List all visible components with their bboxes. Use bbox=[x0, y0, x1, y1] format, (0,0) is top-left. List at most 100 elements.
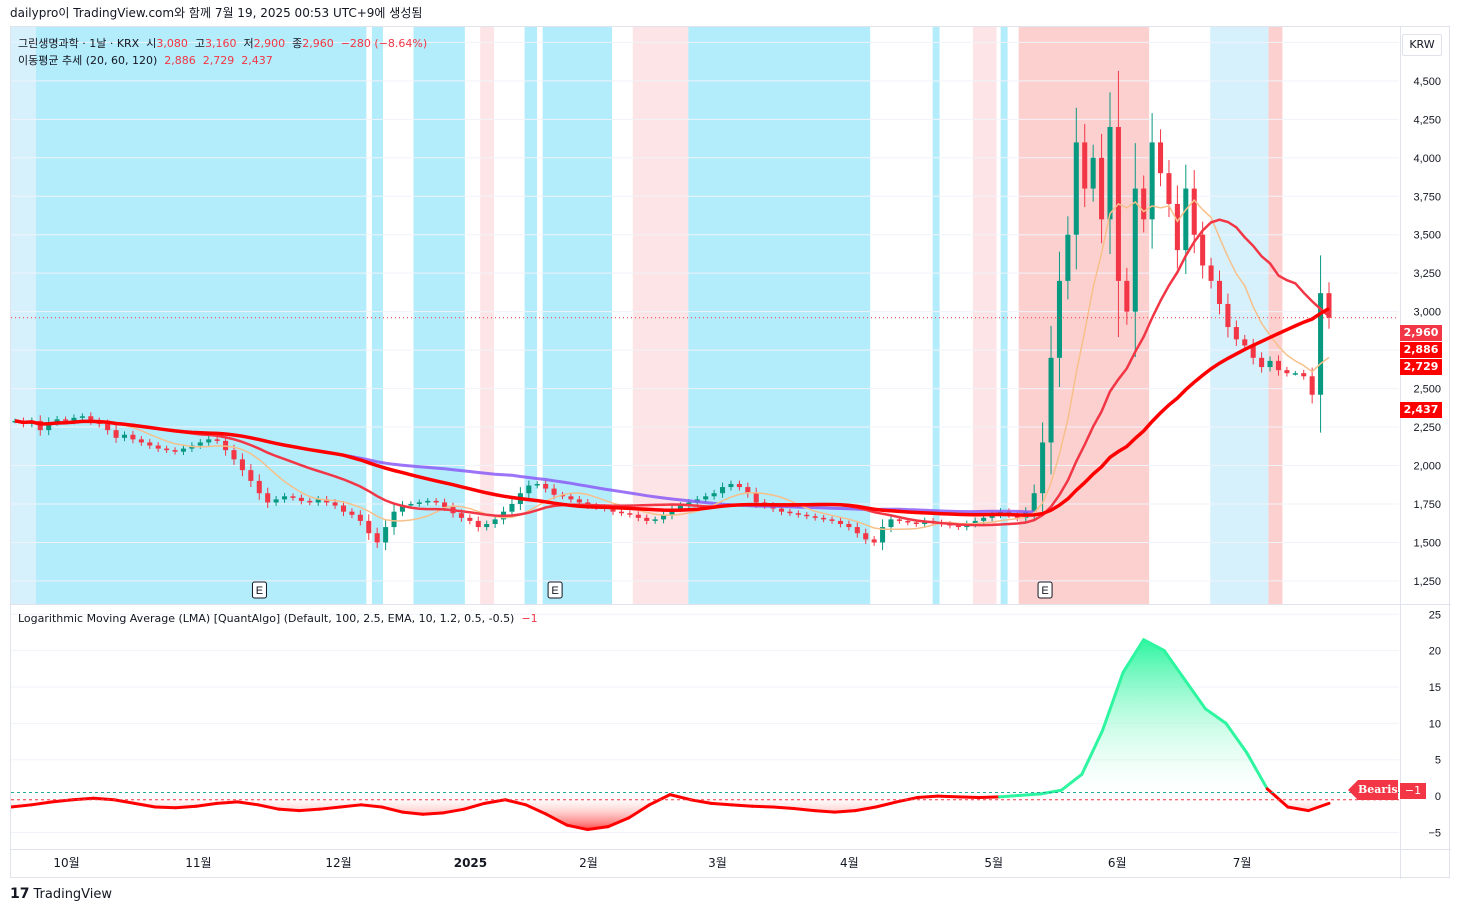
candle-body bbox=[1233, 327, 1239, 340]
candle-body bbox=[1056, 280, 1062, 358]
background-band bbox=[35, 27, 367, 604]
candle-body bbox=[610, 508, 616, 512]
oscillator-line bbox=[915, 794, 940, 800]
oscillator-line bbox=[709, 801, 734, 807]
candle-body bbox=[214, 439, 220, 441]
candle-body bbox=[888, 519, 894, 528]
candle-body bbox=[863, 533, 869, 540]
candle-body bbox=[1318, 293, 1324, 395]
lma-value: −1 bbox=[521, 612, 538, 625]
oscillator-line bbox=[627, 803, 651, 820]
candle-body bbox=[1141, 188, 1147, 220]
background-band bbox=[1268, 27, 1283, 604]
chart-container[interactable]: 1,2501,5001,7502,0002,2502,5002,7503,000… bbox=[10, 26, 1451, 879]
background-band bbox=[1210, 27, 1269, 604]
candle-body bbox=[492, 519, 498, 524]
price-tick-label: 1,750 bbox=[1413, 499, 1441, 511]
oscillator-line bbox=[112, 798, 137, 805]
oscillator-line bbox=[215, 800, 240, 805]
candle-body bbox=[534, 483, 540, 486]
candle-body bbox=[568, 496, 574, 500]
candle-body bbox=[467, 517, 473, 521]
oscillator-line bbox=[50, 798, 75, 804]
chart-canvas[interactable]: 1,2501,5001,7502,0002,2502,5002,7503,000… bbox=[11, 27, 1451, 879]
background-band bbox=[11, 27, 36, 604]
ma60-value: 2,729 bbox=[202, 54, 235, 67]
oscillator-line bbox=[71, 796, 95, 802]
candle-body bbox=[416, 502, 422, 504]
candle-body bbox=[88, 416, 94, 421]
ma60-price-label: 2,729 bbox=[1400, 359, 1442, 375]
background-band bbox=[1000, 27, 1008, 604]
candle-body bbox=[399, 505, 405, 512]
indicator-tick-label: 15 bbox=[1429, 682, 1441, 694]
candle-body bbox=[54, 419, 60, 423]
ma20-value: 2,886 bbox=[164, 54, 196, 67]
earnings-marker[interactable] bbox=[1037, 581, 1053, 599]
candle-body bbox=[509, 503, 515, 512]
candle-body bbox=[661, 514, 667, 520]
price-tick-label: 1,250 bbox=[1413, 576, 1441, 588]
oscillator-line bbox=[174, 804, 198, 810]
candle-body bbox=[905, 520, 911, 523]
oscillator-line bbox=[297, 807, 322, 813]
earnings-marker[interactable] bbox=[251, 581, 267, 599]
oscillator-line bbox=[833, 809, 857, 814]
time-axis-label: 4월 bbox=[840, 856, 859, 870]
candle-body bbox=[138, 439, 144, 443]
close-label: 종 bbox=[292, 37, 303, 50]
candle-body bbox=[1048, 357, 1054, 443]
candle-body bbox=[357, 514, 363, 521]
candle-body bbox=[349, 511, 355, 515]
symbol-name[interactable]: 그린생명과학 · 1날 · KRX bbox=[18, 37, 140, 50]
oscillator-line bbox=[524, 803, 548, 816]
ma-legend: 이동평균 추세 (20, 60, 120) 2,886 2,729 2,437 bbox=[18, 52, 273, 68]
oscillator-line bbox=[1100, 670, 1125, 733]
oscillator-line bbox=[606, 816, 631, 829]
candle-body bbox=[1284, 370, 1290, 374]
oscillator-line bbox=[359, 803, 384, 809]
candle-body bbox=[79, 416, 85, 418]
price-tick-label: 1,500 bbox=[1413, 537, 1441, 549]
high-value: 3,160 bbox=[204, 37, 237, 50]
candle-body bbox=[778, 508, 785, 512]
lma-title[interactable]: Logarithmic Moving Average (LMA) [QuantA… bbox=[18, 612, 515, 625]
oscillator-line bbox=[1162, 649, 1187, 682]
oscillator-line bbox=[1306, 801, 1331, 813]
candle-body bbox=[829, 519, 835, 521]
candle-body bbox=[105, 423, 111, 431]
price-tick-label: 3,250 bbox=[1413, 268, 1441, 280]
candle-body bbox=[1099, 157, 1105, 220]
oscillator-negative-fill bbox=[11, 796, 1329, 830]
oscillator-line bbox=[771, 805, 796, 810]
candle-body bbox=[854, 527, 860, 534]
time-axis-label: 2025 bbox=[454, 856, 487, 870]
candle-body bbox=[1124, 280, 1130, 312]
time-axis-label: 11월 bbox=[185, 856, 211, 870]
candle-body bbox=[913, 522, 919, 524]
tradingview-brand[interactable]: 𝟭𝟳 TradingView bbox=[10, 886, 112, 902]
candle-body bbox=[1250, 345, 1256, 358]
oscillator-line bbox=[730, 803, 754, 808]
ma-title[interactable]: 이동평균 추세 (20, 60, 120) bbox=[18, 54, 158, 67]
oscillator-line bbox=[998, 793, 1022, 799]
candle-body bbox=[1216, 280, 1223, 304]
candle-body bbox=[1065, 234, 1071, 281]
oscillator-line bbox=[1080, 729, 1104, 776]
time-axis-label: 6월 bbox=[1108, 856, 1127, 870]
currency-button[interactable]: KRW bbox=[1402, 34, 1442, 56]
candle-body bbox=[837, 520, 843, 524]
oscillator-line bbox=[1245, 750, 1269, 791]
time-axis-label: 10월 bbox=[53, 856, 79, 870]
background-band bbox=[524, 27, 538, 604]
indicator-tick-label: 20 bbox=[1429, 646, 1441, 658]
oscillator-line bbox=[483, 798, 507, 805]
high-label: 고 bbox=[194, 37, 205, 50]
oscillator-line bbox=[1121, 638, 1146, 674]
candle-body bbox=[812, 516, 818, 518]
oscillator-line bbox=[133, 801, 157, 809]
candle-body bbox=[804, 514, 810, 517]
earnings-marker[interactable] bbox=[547, 581, 563, 599]
oscillator-line bbox=[11, 803, 34, 809]
indicator-value-label: −1 bbox=[1400, 783, 1426, 799]
